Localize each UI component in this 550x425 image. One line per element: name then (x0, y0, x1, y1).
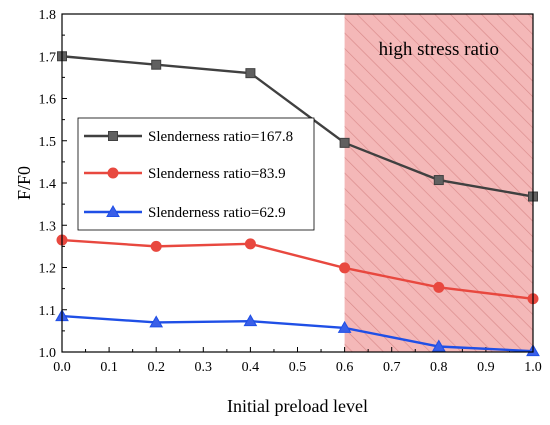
series-line (61, 55, 534, 198)
x-tick-label: 1.0 (524, 360, 542, 375)
x-tick-label: 0.6 (336, 360, 354, 375)
y-tick-label: 1.1 (39, 304, 57, 319)
series-line (61, 238, 534, 300)
x-axis-label: Initial preload level (227, 396, 368, 416)
y-tick-label: 1.6 (39, 93, 57, 108)
y-tick-label: 1.2 (39, 262, 57, 277)
y-tick-label: 1.7 (39, 50, 57, 65)
y-tick-label: 1.4 (39, 177, 57, 192)
data-point (150, 240, 162, 252)
series-group (55, 51, 540, 357)
data-point (339, 262, 351, 274)
x-tick-label: 0.0 (53, 360, 71, 375)
x-tick-label: 0.3 (195, 360, 213, 375)
y-tick-label: 1.8 (39, 8, 57, 23)
data-point (433, 281, 445, 293)
high-stress-label: high stress ratio (379, 39, 499, 60)
series-line (61, 314, 534, 353)
data-point (149, 315, 164, 328)
legend-marker (108, 131, 118, 141)
data-point (244, 238, 256, 250)
y-tick-label: 1.3 (39, 219, 57, 234)
x-tick-label: 0.5 (289, 360, 307, 375)
x-tick-label: 0.2 (147, 360, 165, 375)
plot-frame (61, 13, 534, 353)
data-point (337, 320, 352, 333)
legend-label: Slenderness ratio=83.9 (148, 166, 286, 182)
legend-marker (106, 204, 120, 217)
legend-marker (107, 167, 119, 179)
x-tick-label: 0.8 (430, 360, 448, 375)
data-point (433, 175, 444, 186)
legend-item: Slenderness ratio=167.8 (84, 129, 293, 145)
x-tick-label: 0.1 (100, 360, 118, 375)
data-point (339, 137, 350, 148)
x-tick-label: 0.4 (242, 360, 260, 375)
legend-item: Slenderness ratio=62.9 (84, 204, 286, 221)
legend-label: Slenderness ratio=167.8 (148, 129, 293, 145)
data-point (243, 314, 258, 327)
y-axis-label: F/F0 (14, 166, 34, 200)
data-point (245, 68, 256, 79)
axis-ticks: 0.0 0.1 0.2 0.3 0.4 0.5 0.6 0.7 0.8 0.9 1.0 1.0 1.1 1… (39, 8, 542, 375)
y-tick-label: 1.0 (39, 346, 57, 361)
legend-label: Slenderness ratio=62.9 (148, 205, 286, 221)
x-tick-label: 0.9 (477, 360, 495, 375)
x-tick-label: 0.7 (383, 360, 401, 375)
data-point (151, 59, 162, 70)
data-point (431, 339, 446, 352)
legend-item: Slenderness ratio=83.9 (84, 166, 286, 182)
y-tick-label: 1.5 (39, 135, 57, 150)
legend: Slenderness ratio=167.8 Slenderness ratio… (77, 117, 315, 231)
